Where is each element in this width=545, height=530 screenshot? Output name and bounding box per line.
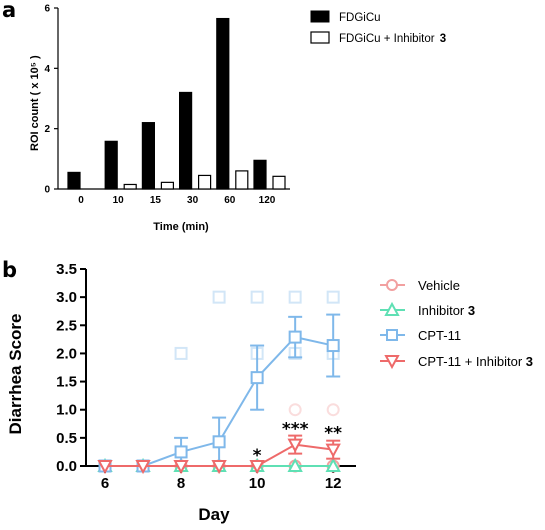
legend-label-combo: CPT-11 + Inhibitor 3	[418, 354, 533, 369]
mean-marker-inhibitor	[287, 457, 303, 472]
y-tick-label-b: 3.5	[56, 261, 77, 278]
y-tick-label-a: 6	[44, 4, 50, 15]
mean-marker-combo	[211, 460, 227, 475]
mean-marker-cpt	[250, 371, 264, 385]
legend-label-fdgicu: FDGiCu	[339, 12, 381, 24]
x-tick-label-b: 10	[249, 475, 266, 492]
legend-b: Vehicle Inhibitor 3 CPT-11 CPT-11 + Inhi…	[380, 278, 533, 370]
mean-marker-combo	[287, 438, 303, 453]
x-tick-label-a: 0	[78, 195, 84, 206]
bar-fdgicu-inhibitor	[198, 174, 212, 190]
bar-fdgicu	[179, 91, 193, 190]
legend-a: FDGiCu FDGiCu + Inhibitor 3	[310, 10, 446, 45]
bar-fdgicu	[104, 140, 118, 190]
legend-label-fdgicu-inhibitor-number: 3	[440, 33, 446, 45]
significance-label: ***	[282, 420, 309, 440]
y-axis-label-b: Diarrhea Score	[6, 314, 25, 435]
legend-marker-inhibitor	[384, 301, 400, 316]
x-tick-label-a: 15	[150, 195, 162, 206]
legend-label-fdgicu-inhibitor-text: FDGiCu + Inhibitor	[339, 33, 438, 45]
bar-fdgicu-inhibitor	[160, 181, 174, 190]
data-point-cpt	[250, 290, 264, 304]
y-tick-label-b: 0.0	[56, 458, 77, 475]
legend-label-inhibitor: Inhibitor 3	[418, 303, 475, 318]
legend-label-vehicle: Vehicle	[418, 278, 460, 293]
panel-a-letter: a	[2, 0, 16, 22]
panel-b-letter: b	[2, 258, 17, 282]
mean-marker-combo	[173, 460, 189, 475]
y-tick-label-a: 0	[44, 185, 50, 196]
y-tick-label-b: 2.0	[56, 345, 77, 362]
bar-fdgicu	[67, 171, 81, 190]
bar-fdgicu-inhibitor	[123, 183, 137, 190]
bar-fdgicu	[141, 122, 155, 190]
y-tick-label-b: 1.5	[56, 374, 77, 391]
data-point-cpt	[288, 290, 302, 304]
line-chart-diarrhea: Diarrhea Score Day 0.0 0.5 1.0 1.5 2.0 2.5 3.0…	[6, 261, 356, 524]
legend-marker-vehicle	[386, 279, 398, 291]
y-tick-label-b: 1.0	[56, 402, 77, 419]
legend-label-combo-number: 3	[526, 354, 533, 369]
data-point-vehicle	[326, 403, 340, 417]
x-tick-label-b: 8	[177, 475, 185, 492]
mean-marker-cpt	[212, 435, 226, 449]
bar-fdgicu	[253, 159, 267, 190]
x-tick-label-b: 12	[325, 475, 342, 492]
legend-label-combo-text: CPT-11 + Inhibitor	[418, 354, 526, 369]
legend-marker-cpt	[386, 329, 398, 341]
y-axis-label-a: ROI count ( x 10⁵ )	[29, 55, 41, 151]
mean-marker-combo	[325, 443, 341, 458]
mean-marker-cpt	[288, 330, 302, 344]
legend-label-inhibitor-number: 3	[468, 303, 475, 318]
x-tick-label-a: 10	[113, 195, 125, 206]
x-tick-label-a: 60	[224, 195, 236, 206]
data-point-cpt	[326, 290, 340, 304]
mean-marker-cpt	[326, 339, 340, 353]
legend-label-inhibitor-text: Inhibitor	[418, 303, 468, 318]
legend-label-fdgicu-inhibitor: FDGiCu + Inhibitor 3	[339, 33, 446, 45]
y-tick-label-a: 2	[44, 124, 50, 135]
mean-marker-combo	[249, 460, 265, 475]
x-axis-label-b: Day	[198, 505, 230, 524]
x-tick-label-a: 120	[259, 195, 276, 206]
x-axis-label-a: Time (min)	[153, 221, 209, 233]
data-point-cpt	[174, 346, 188, 360]
significance-label: **	[324, 424, 342, 444]
legend-swatch-fdgicu	[310, 10, 330, 23]
mean-marker-combo	[135, 460, 151, 475]
data-point-vehicle	[288, 403, 302, 417]
data-point-cpt	[212, 290, 226, 304]
y-tick-label-b: 2.5	[56, 317, 77, 334]
significance-label: *	[253, 446, 262, 466]
x-tick-label-a: 30	[187, 195, 199, 206]
x-tick-label-b: 6	[101, 475, 109, 492]
mean-marker-combo	[97, 460, 113, 475]
y-tick-label-a: 4	[44, 64, 50, 75]
legend-marker-combo	[384, 355, 400, 370]
bar-fdgicu-inhibitor	[272, 175, 286, 190]
legend-label-cpt: CPT-11	[418, 328, 461, 343]
legend-swatch-fdgicu-inhibitor	[310, 31, 330, 44]
bar-fdgicu	[216, 17, 230, 190]
y-tick-label-b: 0.5	[56, 430, 77, 447]
bar-fdgicu-inhibitor	[235, 170, 249, 190]
y-tick-label-b: 3.0	[56, 289, 77, 306]
mean-marker-inhibitor	[325, 457, 341, 472]
mean-marker-cpt	[174, 445, 188, 459]
